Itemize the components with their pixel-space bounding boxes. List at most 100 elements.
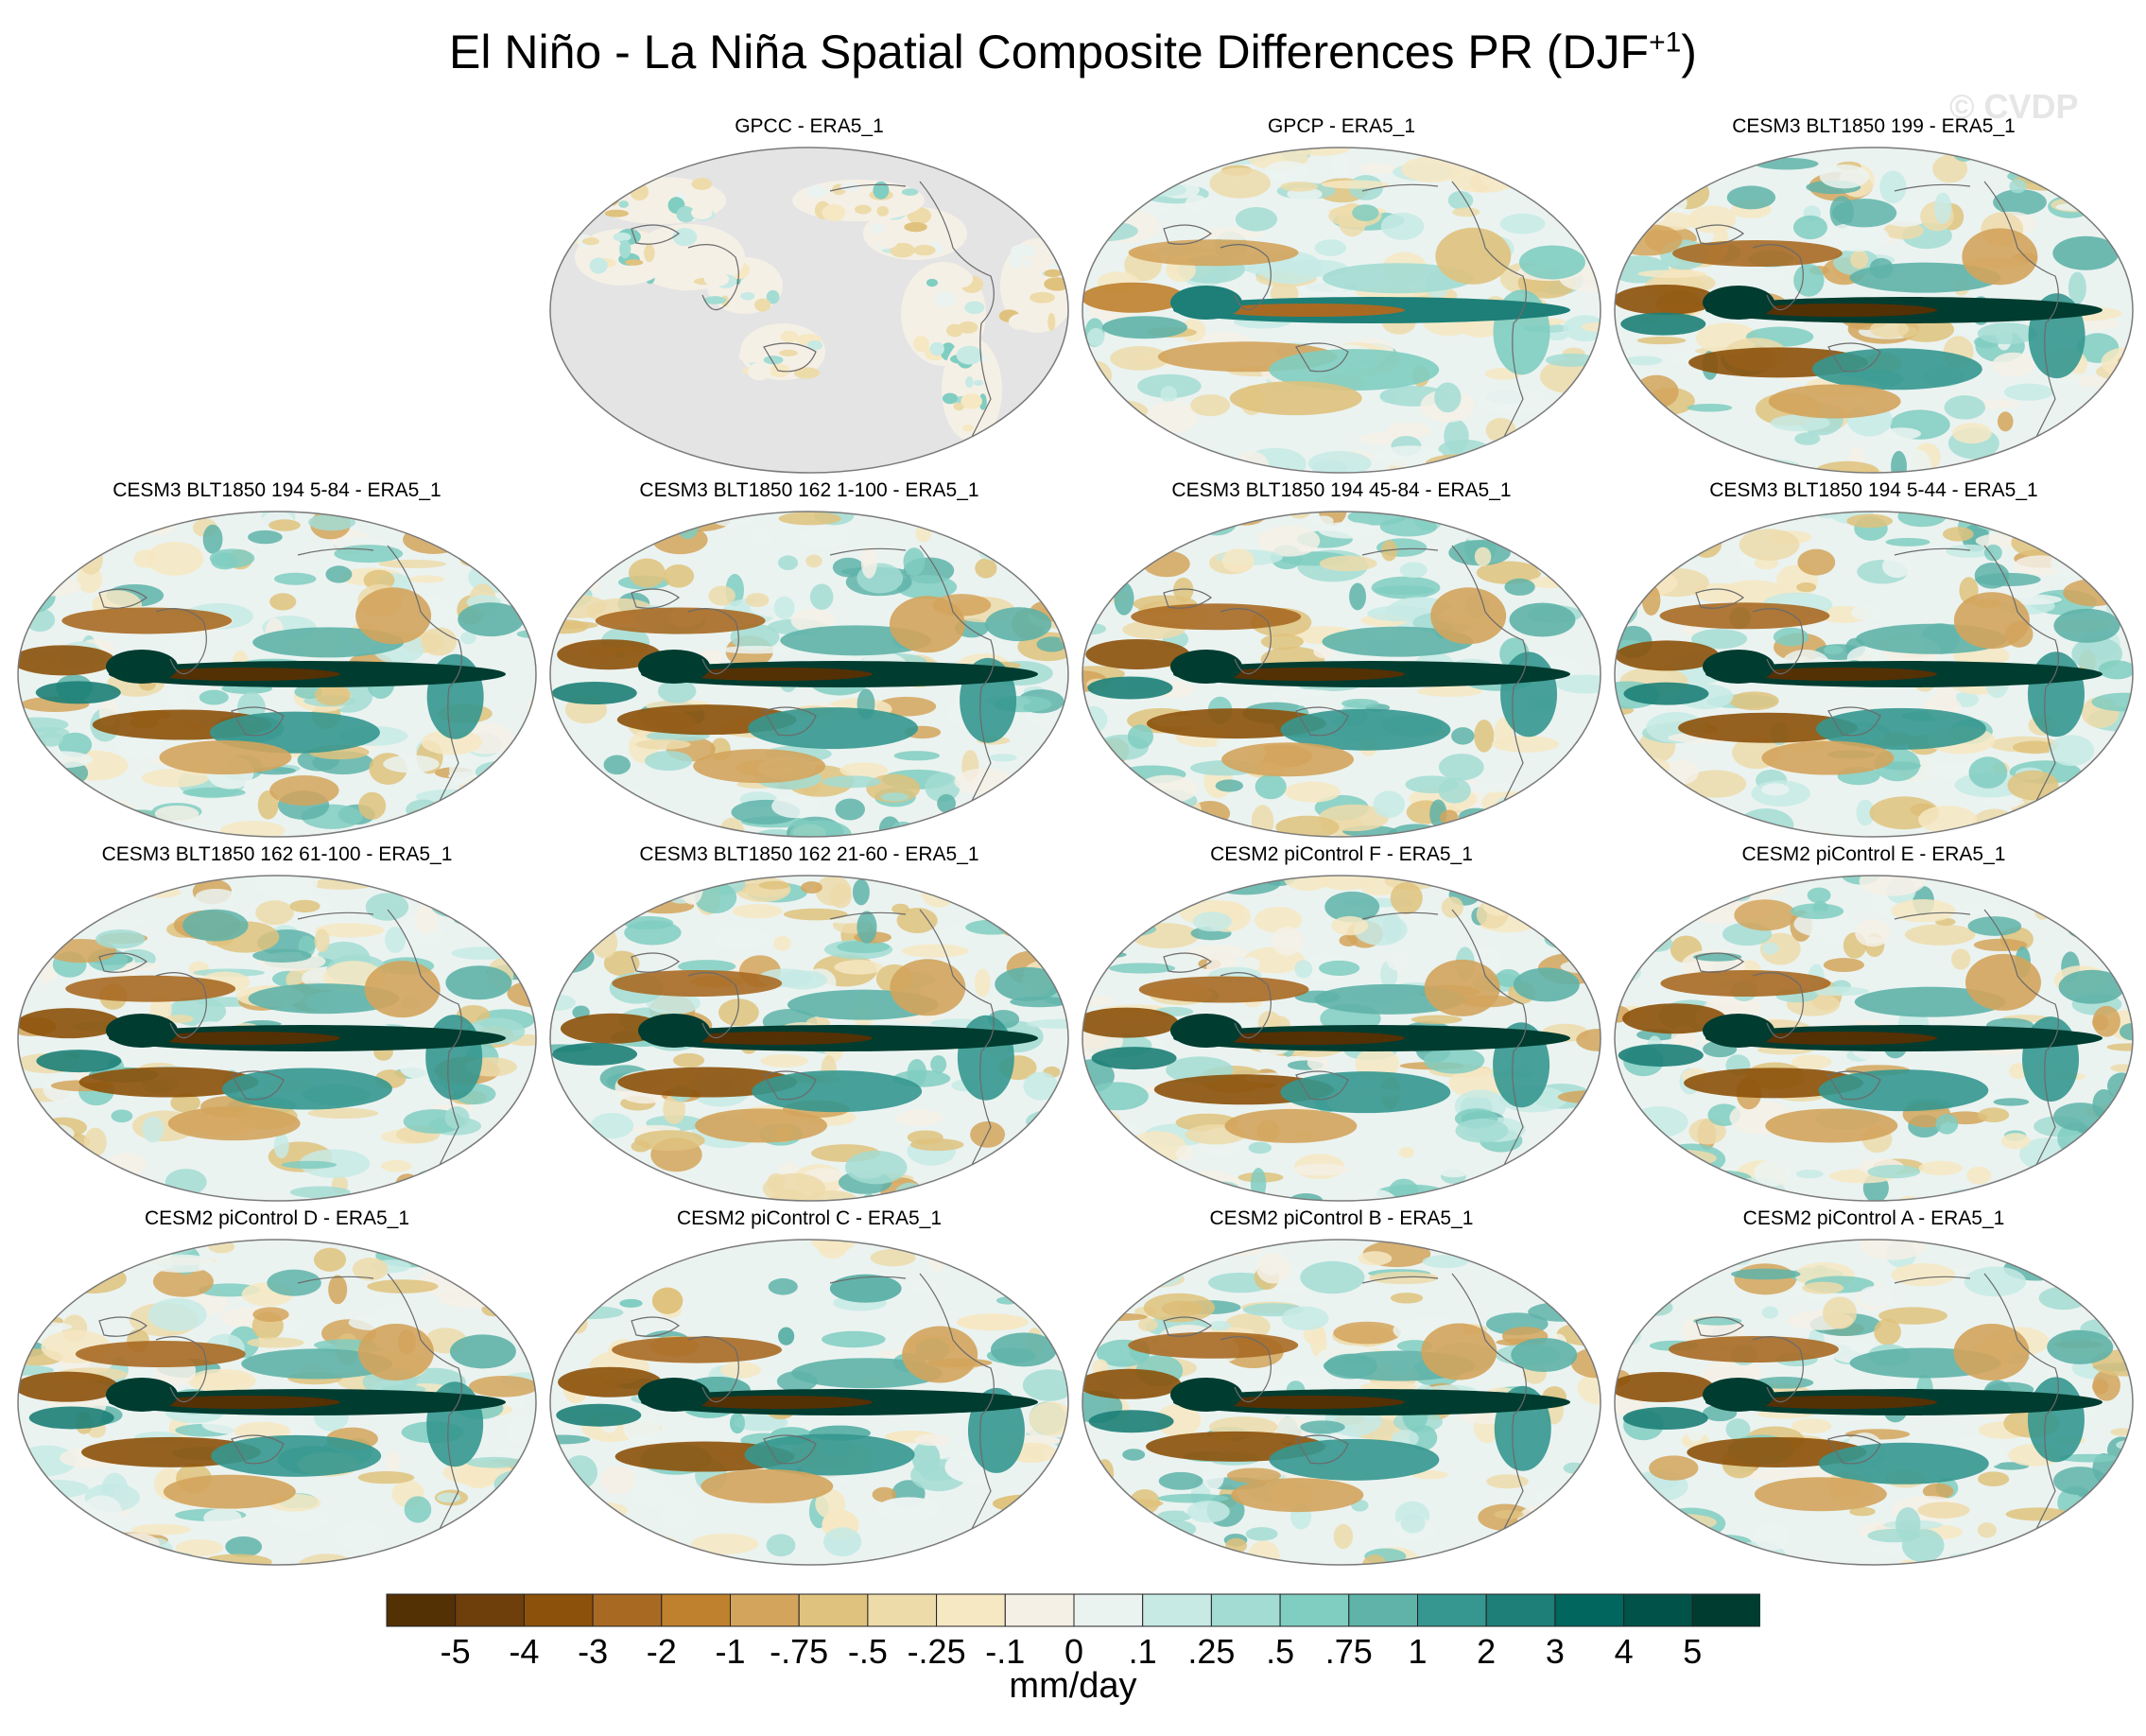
precip-anomaly-cell <box>2087 1241 2132 1273</box>
precip-anomaly-cell <box>1977 1522 1997 1538</box>
precip-anomaly-cell <box>43 1188 109 1201</box>
coastline <box>1163 224 1213 245</box>
precip-anomaly-cell <box>2000 1133 2031 1150</box>
warm-pool-wet-anomaly <box>106 650 178 684</box>
precip-anomaly-cell <box>1967 916 2022 936</box>
equatorial-dry-core <box>151 1396 340 1409</box>
precip-anomaly-band <box>1660 969 1831 997</box>
precip-anomaly-cell <box>2047 1182 2087 1190</box>
precip-anomaly-cell <box>1905 449 1931 473</box>
precip-anomaly-cell <box>929 341 944 356</box>
coastline <box>1695 952 1745 973</box>
equatorial-dry-core <box>684 668 873 681</box>
coastline <box>1451 909 1527 1185</box>
precip-anomaly-cell <box>2049 735 2095 767</box>
precip-anomaly-cell <box>993 1240 1064 1259</box>
warm-pool-wet-anomaly <box>1703 650 1774 684</box>
precip-anomaly-cell <box>459 1240 478 1259</box>
precip-anomaly-cell <box>1187 945 1248 961</box>
precip-anomaly-cell <box>1082 1121 1110 1136</box>
precip-anomaly-cell <box>1584 514 1601 544</box>
precip-anomaly-cell <box>2068 271 2086 304</box>
precip-anomaly-cell <box>1968 756 2008 789</box>
precip-anomaly-cell <box>584 1247 637 1276</box>
precip-anomaly-cell <box>1198 460 1236 473</box>
precip-anomaly-cell <box>877 233 898 249</box>
precip-anomaly-cell <box>1183 1187 1210 1201</box>
robinson-map <box>17 1239 537 1566</box>
precip-anomaly-cell <box>680 876 703 905</box>
precip-anomaly-cell <box>562 1455 597 1489</box>
precip-anomaly-cell <box>24 565 53 590</box>
precip-anomaly-cell <box>1643 152 1668 174</box>
precip-anomaly-cell <box>2040 460 2064 473</box>
precip-anomaly-cell <box>618 200 630 208</box>
precip-anomaly-band <box>1623 682 1709 705</box>
colorbar-box <box>661 1593 731 1627</box>
precip-anomaly-band <box>167 1106 301 1141</box>
precip-anomaly-cell <box>1793 263 1825 297</box>
precip-anomaly-cell <box>1107 538 1151 560</box>
precip-anomaly-cell <box>1434 465 1498 473</box>
precip-anomaly-band <box>458 602 525 637</box>
precip-anomaly-cell <box>357 1471 415 1484</box>
warm-pool-wet-anomaly <box>638 650 710 684</box>
precip-anomaly-cell <box>1587 148 1601 164</box>
precip-anomaly-cell <box>1202 818 1240 837</box>
precip-anomaly-cell <box>946 323 963 338</box>
precip-anomaly-cell <box>973 379 984 387</box>
precip-anomaly-cell <box>997 915 1065 940</box>
precip-anomaly-cell <box>768 1277 798 1295</box>
precip-anomaly-cell <box>1285 781 1341 803</box>
precip-anomaly-cell <box>703 296 727 304</box>
precip-anomaly-cell <box>975 558 997 579</box>
precip-anomaly-cell <box>1292 1163 1350 1176</box>
precip-anomaly-cell <box>1300 1260 1365 1294</box>
precip-anomaly-cell <box>835 798 866 821</box>
precip-anomaly-cell <box>1136 774 1198 804</box>
precip-anomaly-cell <box>18 1282 49 1293</box>
map-border <box>1082 147 1601 474</box>
precip-anomaly-cell <box>1101 795 1145 819</box>
precip-anomaly-cell <box>1819 164 1870 189</box>
precip-anomaly-cell <box>950 1240 1020 1256</box>
precip-anomaly-cell <box>516 1271 536 1297</box>
precip-anomaly-cell <box>672 228 698 247</box>
precip-anomaly-cell <box>1012 1529 1068 1564</box>
precip-anomaly-cell <box>1755 157 1819 170</box>
equatorial-dry-core <box>1748 304 1937 317</box>
coastline <box>763 1434 817 1465</box>
coastline <box>1163 1316 1213 1337</box>
precip-anomaly-cell <box>1024 1282 1059 1299</box>
precip-anomaly-band <box>1131 603 1302 631</box>
precip-anomaly-cell <box>378 559 447 568</box>
precip-anomaly-cell <box>1966 1166 1992 1185</box>
precip-anomaly-cell <box>1082 360 1113 391</box>
precip-anomaly-cell <box>404 1496 432 1523</box>
precip-anomaly-cell <box>550 750 580 780</box>
precip-anomaly-cell <box>1725 1418 1751 1441</box>
precip-anomaly-band <box>612 969 783 997</box>
precip-anomaly-cell <box>647 876 691 894</box>
precip-anomaly-cell <box>2069 512 2124 542</box>
precip-anomaly-cell <box>1825 222 1890 252</box>
precip-anomaly-cell <box>603 950 640 977</box>
coastline <box>1163 952 1213 973</box>
precip-anomaly-band <box>1677 712 1858 743</box>
precip-anomaly-cell <box>48 1240 105 1260</box>
precip-anomaly-cell <box>2075 876 2095 906</box>
precip-anomaly-cell <box>2068 921 2109 940</box>
precip-anomaly-cell <box>1284 876 1331 892</box>
precip-anomaly-cell <box>1155 1403 1201 1437</box>
precip-anomaly-cell <box>1856 799 1875 826</box>
precip-anomaly-cell <box>1754 1524 1791 1551</box>
precip-anomaly-band <box>1424 959 1500 1016</box>
precip-anomaly-cell <box>1226 1467 1281 1484</box>
precip-anomaly-cell <box>1007 877 1033 902</box>
precip-anomaly-cell <box>1858 1285 1895 1307</box>
precip-anomaly-cell <box>1379 516 1438 537</box>
precip-anomaly-cell <box>380 1159 412 1172</box>
precip-anomaly-cell <box>590 1112 634 1139</box>
precip-anomaly-cell <box>1369 1271 1439 1285</box>
precip-anomaly-cell <box>783 908 848 921</box>
